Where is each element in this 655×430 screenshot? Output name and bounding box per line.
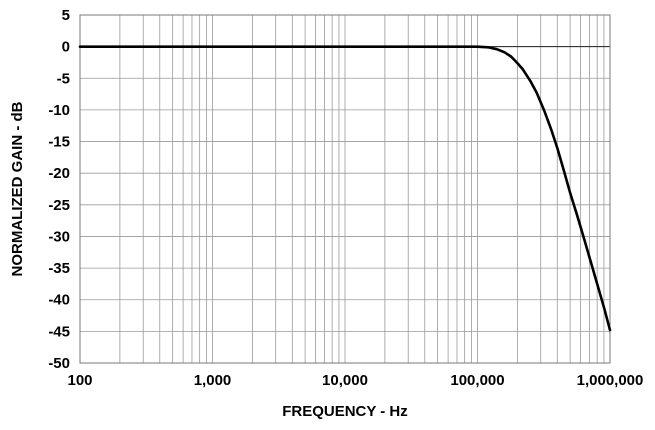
x-axis-title: FREQUENCY - Hz [282,403,408,420]
x-tick-label: 100 [67,372,92,389]
y-tick-label: -25 [48,197,70,214]
y-tick-label: -40 [48,292,70,309]
x-tick-labels: 100 1,000 10,000 100,000 1,000,000 [67,372,643,389]
x-tick-label: 1,000 [194,372,232,389]
y-tick-label: -50 [48,355,70,372]
y-tick-label: -15 [48,134,70,151]
plot-area-border [79,14,611,364]
y-tick-label: -30 [48,228,70,245]
y-tick-label: -35 [48,260,70,277]
grid [79,14,611,364]
y-tick-label: -5 [57,70,70,87]
y-tick-label: 0 [62,39,70,56]
x-tick-label: 100,000 [450,372,504,389]
y-tick-labels: 5 0 -5 -10 -15 -20 -25 -30 -35 -40 -45 -50 [48,7,70,372]
plot-frame [79,14,611,364]
y-axis-title: NORMALIZED GAIN - dB [9,101,26,276]
y-tick-label: 5 [62,7,70,24]
x-tick-label: 1,000,000 [577,372,644,389]
data-series [78,45,612,332]
y-tick-label: -45 [48,323,70,340]
gain-response-curve [78,45,612,332]
x-tick-label: 10,000 [322,372,368,389]
y-tick-label: -10 [48,102,70,119]
y-tick-label: -20 [48,165,70,182]
